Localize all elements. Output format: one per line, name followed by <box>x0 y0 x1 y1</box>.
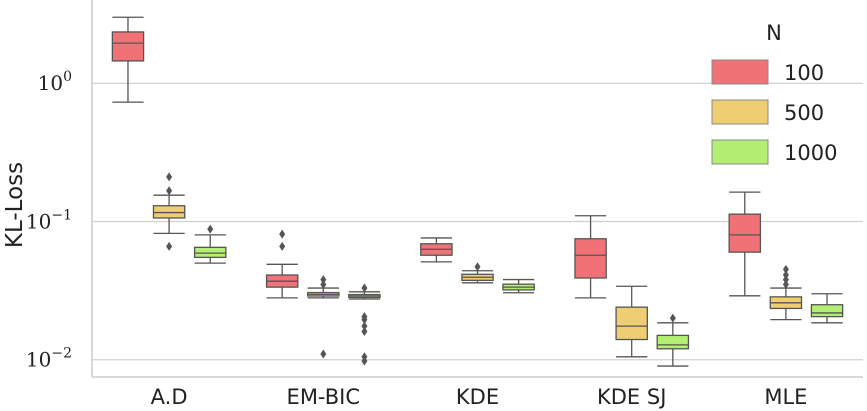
x-tick-label: EM-BIC <box>287 385 360 409</box>
x-tick-label: A.D <box>151 385 188 409</box>
box-EM-BIC-100 <box>265 229 299 299</box>
y-tick-label: 100 <box>38 69 72 95</box>
box-KDE-500 <box>461 262 494 284</box>
legend-title: N <box>766 21 782 45</box>
outlier-point <box>207 224 214 234</box>
box-A.D-1000 <box>193 224 227 264</box>
outlier-point <box>782 270 789 280</box>
outlier-point <box>279 241 286 251</box>
box-A.D-100 <box>111 16 145 103</box>
box-iqr <box>728 213 762 253</box>
box-iqr <box>574 238 607 279</box>
box-MLE-500 <box>769 264 803 321</box>
outlier-point <box>166 172 173 182</box>
box-iqr <box>810 304 844 318</box>
legend-swatch <box>711 59 769 85</box>
outlier-point <box>361 321 368 331</box>
box-iqr <box>615 306 648 341</box>
legend-label: 100 <box>784 61 824 85</box>
plot-layer <box>111 16 844 367</box>
x-tick-label: KDE SJ <box>597 385 666 409</box>
outlier-point <box>166 186 173 196</box>
legend-swatch <box>711 139 769 165</box>
outlier-point <box>782 275 789 285</box>
box-MLE-100 <box>728 191 762 297</box>
box-iqr <box>152 205 186 219</box>
outlier-point <box>782 280 789 290</box>
outlier-point <box>320 280 327 290</box>
box-KDE SJ-1000 <box>656 313 690 367</box>
box-iqr <box>111 31 145 62</box>
outlier-point <box>474 262 481 272</box>
outlier-point <box>361 312 368 322</box>
outlier-point <box>361 352 368 362</box>
box-KDE-1000 <box>502 278 535 294</box>
outlier-point <box>279 229 286 239</box>
box-EM-BIC-500 <box>307 275 340 359</box>
outlier-point <box>166 241 173 251</box>
box-KDE SJ-500 <box>615 285 648 358</box>
box-iqr <box>193 246 227 259</box>
outlier-point <box>320 275 327 285</box>
box-iqr <box>656 334 690 350</box>
y-axis-label: KL-Loss <box>2 162 28 248</box>
y-tick-label: 10−1 <box>26 207 72 233</box>
outlier-point <box>669 313 676 323</box>
box-A.D-500 <box>152 172 186 251</box>
box-EM-BIC-1000 <box>348 283 381 366</box>
outlier-point <box>361 283 368 293</box>
outlier-point <box>361 327 368 337</box>
outlier-point <box>782 264 789 274</box>
legend-label: 1000 <box>784 141 837 165</box>
axes-layer: 100 10−1 10−2 A.D EM-BIC KDE KDE SJ MLE <box>26 0 863 409</box>
box-MLE-1000 <box>810 293 844 324</box>
box-KDE SJ-100 <box>574 215 607 299</box>
legend-swatch <box>711 99 769 125</box>
x-tick-label: KDE <box>456 385 499 409</box>
y-tick-label: 10−2 <box>26 346 72 372</box>
x-tick-label: MLE <box>764 385 807 409</box>
outlier-point <box>320 349 327 359</box>
box-KDE-100 <box>420 237 453 263</box>
legend-label: 500 <box>784 101 824 125</box>
